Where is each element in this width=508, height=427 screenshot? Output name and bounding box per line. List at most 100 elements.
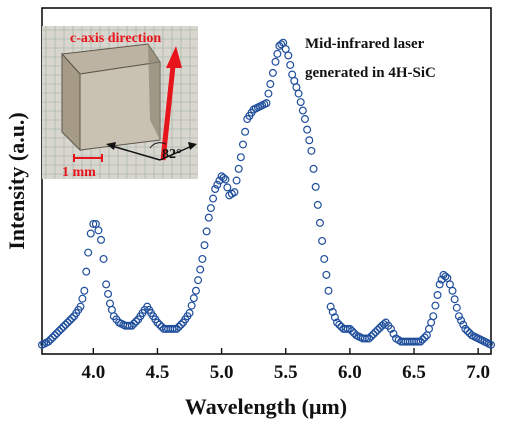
data-point [215, 176, 224, 185]
black-arrow-left-head [106, 142, 116, 150]
crystal-side-face [79, 61, 161, 151]
data-point [125, 321, 134, 330]
data-point [191, 286, 200, 295]
data-point [132, 317, 141, 326]
data-point [94, 226, 103, 235]
data-point [429, 312, 438, 321]
data-point [198, 254, 207, 263]
data-point [362, 334, 371, 343]
angle-label: 82° [162, 147, 182, 162]
data-point [420, 333, 429, 342]
scale-bar-label: 1 mm [62, 165, 96, 180]
data-point [65, 316, 74, 325]
annotation-line-1: Mid-infrared laser [305, 36, 425, 52]
data-point [309, 164, 318, 173]
data-point [97, 235, 106, 244]
data-point [264, 89, 273, 98]
data-point [187, 301, 196, 310]
data-point [262, 99, 271, 108]
data-point [241, 127, 250, 136]
data-point [48, 333, 57, 342]
data-point [333, 318, 342, 327]
data-point [78, 294, 87, 303]
data-point [200, 241, 209, 250]
x-tick-label: 7.0 [466, 362, 490, 383]
data-point [373, 325, 382, 334]
x-tick-label: 4.5 [146, 362, 170, 383]
data-point [326, 302, 335, 311]
data-point [345, 324, 354, 333]
data-point [371, 328, 380, 337]
data-point [202, 227, 211, 236]
black-arrow-left-shaft [111, 145, 161, 161]
data-point [433, 291, 442, 300]
data-point [322, 270, 331, 279]
data-point [89, 219, 98, 228]
data-point [230, 188, 239, 197]
data-point [221, 175, 230, 184]
data-point [416, 337, 425, 346]
data-point [431, 301, 440, 310]
data-point [305, 136, 314, 145]
data-point [209, 194, 218, 203]
inset-photo: c-axis direction 82° 1 mm [42, 26, 198, 180]
plot-frame [41, 7, 492, 355]
data-point [59, 322, 68, 331]
data-point [343, 324, 352, 333]
data-point [463, 327, 472, 336]
data-point [365, 334, 374, 343]
data-point [294, 89, 303, 98]
data-point [61, 320, 70, 329]
data-point [459, 320, 468, 329]
black-arrow-right-head [188, 142, 197, 150]
data-point [266, 80, 275, 89]
data-point [335, 320, 344, 329]
data-point [318, 236, 327, 245]
data-point [153, 318, 162, 327]
data-point [206, 204, 215, 213]
x-tick-label: 5.0 [210, 362, 234, 383]
data-point [99, 254, 108, 263]
c-axis-direction-label: c-axis direction [70, 31, 161, 46]
data-point [204, 213, 213, 222]
data-point [454, 312, 463, 321]
data-point [127, 321, 136, 330]
data-point [369, 330, 378, 339]
data-point [298, 106, 307, 115]
data-point [52, 329, 61, 338]
data-point [450, 295, 459, 304]
data-point [67, 314, 76, 323]
data-point [213, 180, 222, 189]
data-point [452, 303, 461, 312]
data-point [311, 182, 320, 191]
data-point [315, 218, 324, 227]
data-point [300, 115, 309, 124]
data-point [448, 286, 457, 295]
data-point [46, 335, 55, 344]
x-tick-label: 6.5 [402, 362, 426, 383]
x-tick-label: 5.5 [274, 362, 298, 383]
data-point [57, 324, 66, 333]
data-point [330, 313, 339, 322]
y-axis-label: Intensity (a.u.) [4, 112, 29, 250]
data-point [50, 331, 59, 340]
x-tick-label: 6.0 [338, 362, 362, 383]
data-point [102, 280, 111, 289]
data-point [461, 324, 470, 333]
data-points [37, 38, 496, 349]
data-point [324, 286, 333, 295]
data-point [223, 183, 232, 192]
data-point [414, 337, 423, 346]
data-point [84, 248, 93, 257]
data-point [328, 307, 337, 316]
data-point [129, 319, 138, 328]
data-point [296, 98, 305, 107]
data-point [63, 318, 72, 327]
data-point [277, 40, 286, 49]
data-point [320, 254, 329, 263]
data-point [286, 60, 295, 69]
data-point [268, 68, 277, 77]
data-point [271, 57, 280, 66]
data-point [80, 286, 89, 295]
